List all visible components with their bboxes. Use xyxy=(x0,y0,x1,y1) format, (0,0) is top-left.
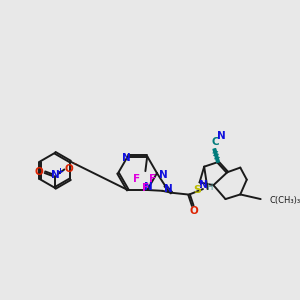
Text: F: F xyxy=(133,173,140,184)
Text: C(CH₃)₃: C(CH₃)₃ xyxy=(269,196,300,206)
Text: N: N xyxy=(200,180,208,190)
Text: H: H xyxy=(206,183,213,192)
Text: O: O xyxy=(189,206,198,216)
Text: +: + xyxy=(56,167,63,176)
Text: S: S xyxy=(194,185,202,195)
Text: N: N xyxy=(159,170,168,180)
Text: ⁻: ⁻ xyxy=(72,160,77,169)
Text: N: N xyxy=(164,184,173,194)
Text: N: N xyxy=(218,131,226,141)
Text: N: N xyxy=(144,182,152,192)
Text: F: F xyxy=(142,183,149,193)
Text: N: N xyxy=(51,170,59,180)
Text: F: F xyxy=(149,173,156,184)
Text: O: O xyxy=(35,167,44,177)
Text: N: N xyxy=(122,153,130,163)
Text: C: C xyxy=(212,137,219,147)
Text: O: O xyxy=(64,164,74,173)
